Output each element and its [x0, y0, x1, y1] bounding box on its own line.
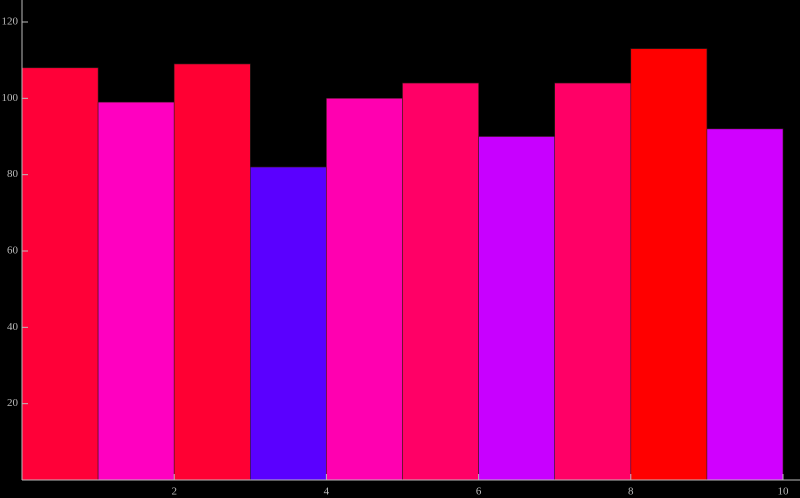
x-tick-label: 2	[171, 486, 177, 498]
y-tick-label: 120	[2, 16, 19, 28]
x-tick-label: 6	[476, 486, 482, 498]
bar	[554, 82, 632, 481]
bar	[250, 166, 327, 481]
bar	[326, 98, 403, 481]
bar	[21, 67, 99, 481]
bar	[402, 82, 479, 481]
bar	[97, 101, 175, 481]
x-tick-label: 10	[778, 486, 790, 498]
y-tick-label: 20	[7, 397, 19, 409]
y-tick-label: 100	[2, 92, 19, 104]
y-tick-label: 60	[7, 245, 19, 257]
bar	[478, 136, 556, 481]
x-tick-label: 8	[628, 486, 634, 498]
bar	[173, 63, 251, 481]
y-tick-label: 40	[7, 321, 19, 333]
bar	[706, 128, 784, 481]
bar	[630, 48, 708, 481]
x-tick-label: 4	[324, 486, 330, 498]
y-tick-label: 80	[7, 168, 19, 180]
